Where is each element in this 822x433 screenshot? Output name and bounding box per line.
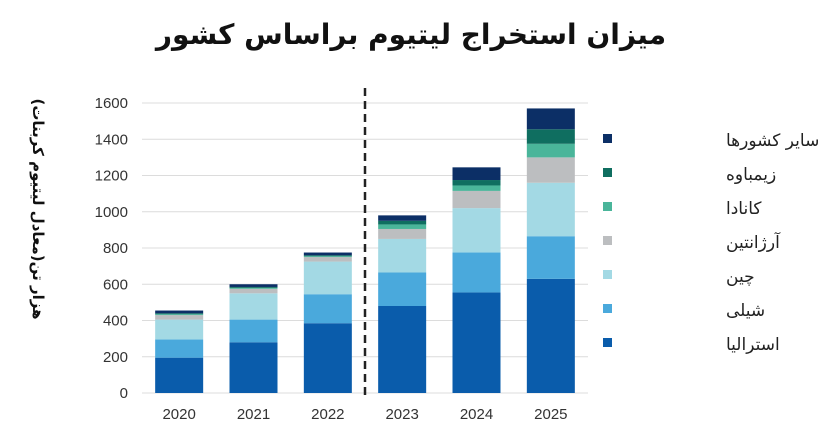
y-tick-label: 1400 xyxy=(95,131,128,148)
y-tick-label: 400 xyxy=(103,313,128,330)
bar-segment xyxy=(526,236,575,279)
x-tick-label: 2021 xyxy=(237,406,270,423)
y-tick-label: 1200 xyxy=(95,168,128,185)
legend-swatch xyxy=(603,236,612,245)
x-tick-label: 2024 xyxy=(460,406,493,423)
y-tick-label: 800 xyxy=(103,240,128,257)
bars xyxy=(155,108,575,393)
bar-segment xyxy=(303,323,352,393)
bar-segment xyxy=(378,220,427,225)
x-tick-label: 2022 xyxy=(311,406,344,423)
legend-label: چین xyxy=(726,267,755,287)
bar-segment xyxy=(229,284,278,287)
bar-segment xyxy=(452,180,501,186)
chart-title: میزان استخراج لیتیوم براساس کشور xyxy=(155,18,667,51)
bar-segment xyxy=(303,255,352,257)
bar-segment xyxy=(155,314,204,316)
legend-label: آرژانتین xyxy=(726,231,781,253)
bar-segment xyxy=(452,292,501,393)
bar-segment xyxy=(155,310,204,314)
bar-segment xyxy=(303,294,352,324)
bar-segment xyxy=(526,182,575,237)
bar-segment xyxy=(452,252,501,293)
bar-segment xyxy=(378,272,427,306)
bar-segment xyxy=(452,167,501,181)
bar-segment xyxy=(303,252,352,256)
y-tick-label: 200 xyxy=(103,349,128,366)
bar-segment xyxy=(526,278,575,393)
legend-label: زیمباوه xyxy=(726,165,776,185)
legend-label: کانادا xyxy=(726,199,762,219)
bar-segment xyxy=(229,342,278,393)
bar-segment xyxy=(229,319,278,343)
x-tick-label: 2020 xyxy=(162,406,195,423)
bar-segment xyxy=(452,185,501,191)
bar-segment xyxy=(452,208,501,253)
bar-segment xyxy=(155,339,204,358)
legend-swatch xyxy=(603,304,612,313)
bar-segment xyxy=(378,238,427,273)
bar-segment xyxy=(303,257,352,262)
bar-segment xyxy=(452,190,501,209)
y-tick-label: 1600 xyxy=(95,95,128,112)
legend-swatch xyxy=(603,338,612,347)
bar-segment xyxy=(229,287,278,289)
x-tick-label: 2025 xyxy=(534,406,567,423)
y-tick-label: 1000 xyxy=(95,204,128,221)
legend-swatch xyxy=(603,168,612,177)
legend: سایر کشورها زیمباوه کانادا آرژانتین چین شیلی ا… xyxy=(603,131,819,355)
legend-label: سایر کشورها xyxy=(726,131,819,151)
bar-segment xyxy=(155,319,204,340)
y-tick-label: 0 xyxy=(120,385,128,402)
legend-swatch xyxy=(603,270,612,279)
bar-segment xyxy=(526,157,575,183)
bar-segment xyxy=(526,143,575,158)
axes: 0 200 400 600 800 1000 1200 1400 1600 2020 2021 202… xyxy=(95,88,568,423)
bar-segment xyxy=(378,306,427,393)
legend-label: شیلی xyxy=(726,301,765,321)
bar-segment xyxy=(155,313,204,315)
y-tick-label: 600 xyxy=(103,276,128,293)
legend-label: استرالیا xyxy=(726,335,780,355)
bar-segment xyxy=(155,357,204,393)
bar-segment xyxy=(378,224,427,229)
legend-swatch xyxy=(603,202,612,211)
x-tick-label: 2023 xyxy=(385,406,418,423)
legend-swatch xyxy=(603,134,612,143)
bar-segment xyxy=(303,261,352,295)
bar-segment xyxy=(229,286,278,288)
bar-segment xyxy=(378,215,427,221)
bar-segment xyxy=(526,129,575,144)
bar-segment xyxy=(303,256,352,258)
bar-segment xyxy=(229,288,278,294)
bar-segment xyxy=(155,315,204,320)
bar-segment xyxy=(378,228,427,239)
bar-segment xyxy=(229,293,278,320)
bar-segment xyxy=(526,108,575,130)
